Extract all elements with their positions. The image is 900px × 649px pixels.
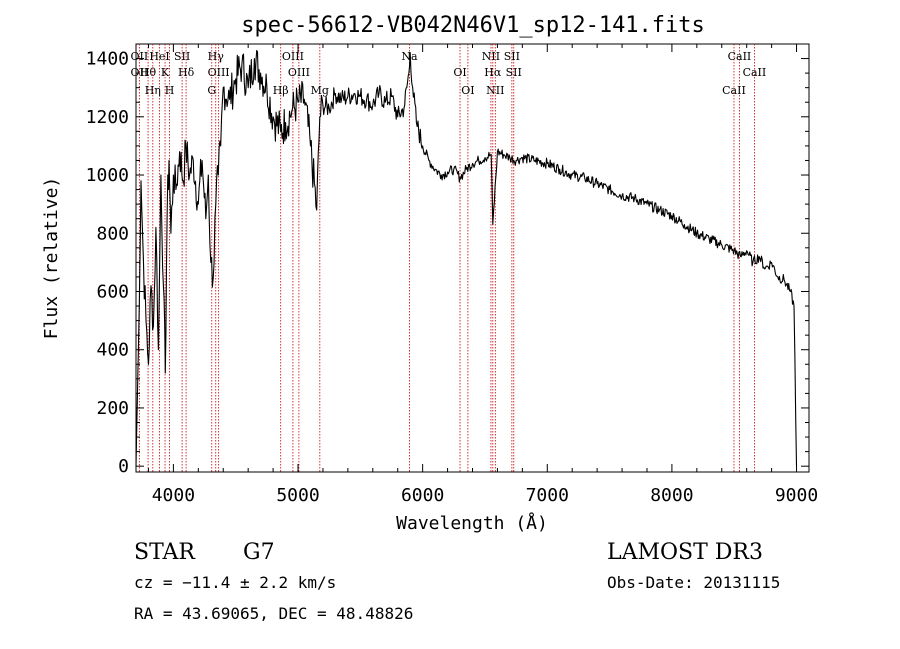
line-marker-label: NII [486, 84, 504, 97]
y-tick-label: 1200 [86, 107, 129, 128]
line-marker-label: OI [461, 84, 474, 97]
x-tick-label: 6000 [401, 485, 444, 506]
y-tick-label: 800 [96, 223, 129, 244]
object-subclass: G7 [243, 540, 275, 565]
y-axis-ticks: 0 200 400 600 800 1000 1200 1400 [86, 49, 809, 477]
line-marker-label: SII [506, 66, 522, 79]
line-marker-label: OIII [208, 66, 230, 79]
y-tick-label: 400 [96, 340, 129, 361]
line-marker-label: K [161, 66, 170, 79]
line-marker-label: Hβ [273, 84, 289, 97]
line-marker-label: CaII [743, 66, 767, 79]
y-tick-label: 200 [96, 398, 129, 419]
x-axis-label: Wavelength (Å) [396, 512, 548, 534]
coordinates: RA = 43.69065, DEC = 48.48826 [134, 604, 413, 623]
line-marker-label: CaII [722, 84, 746, 97]
redshift-cz: cz = −11.4 ± 2.2 km/s [134, 573, 336, 592]
line-marker-label: OI [453, 66, 466, 79]
line-marker-label: Mg [311, 84, 329, 97]
x-axis-ticks: 4000 5000 6000 7000 8000 9000 [147, 44, 818, 506]
line-marker-label: SII [504, 50, 520, 63]
line-marker-label: G [207, 84, 216, 97]
x-tick-label: 7000 [526, 485, 569, 506]
object-class: STAR [134, 540, 196, 565]
observation-date: Obs-Date: 20131115 [607, 573, 780, 592]
emission-line-labels: OIIOIIHθHηHeIKHSIIHδGHγOIIIHβOIIIOIIIMgN… [131, 50, 767, 97]
line-marker-label: OIII [282, 50, 304, 63]
line-marker-label: H [165, 84, 175, 97]
line-marker-label: Hδ [178, 66, 195, 79]
x-tick-label: 8000 [650, 485, 693, 506]
x-tick-label: 4000 [152, 485, 195, 506]
line-marker-label: Hθ [140, 66, 157, 79]
spectrum-line [135, 49, 798, 467]
line-marker-label: HeI [149, 50, 169, 63]
y-tick-label: 0 [118, 456, 129, 477]
y-axis-label: Flux (relative) [41, 177, 62, 340]
y-tick-label: 1000 [86, 165, 129, 186]
line-marker-label: SII [174, 50, 190, 63]
y-tick-label: 1400 [86, 49, 129, 70]
x-tick-label: 5000 [276, 485, 319, 506]
emission-line-markers [138, 44, 755, 472]
line-marker-label: OII [131, 66, 149, 79]
line-marker-label: NII [482, 50, 500, 63]
line-marker-label: Hγ [208, 50, 225, 63]
survey-name: LAMOST DR3 [607, 540, 763, 565]
x-tick-label: 9000 [775, 485, 818, 506]
chart-title: spec-56612-VB042N46V1_sp12-141.fits [241, 13, 705, 38]
line-marker-label: Hη [145, 84, 161, 97]
line-marker-label: CaII [728, 50, 752, 63]
line-marker-label: OII [131, 50, 149, 63]
plot-frame [135, 43, 810, 473]
y-tick-label: 600 [96, 281, 129, 302]
line-marker-label: Hα [484, 66, 502, 79]
line-marker-label: OIII [288, 66, 310, 79]
